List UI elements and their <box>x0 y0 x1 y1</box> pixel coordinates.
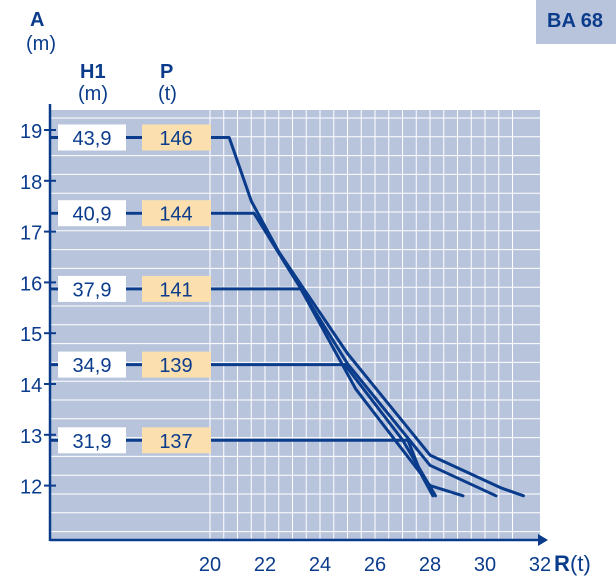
y-tick-label: 16 <box>20 273 42 295</box>
p-box <box>142 275 211 302</box>
x-tick-label: 20 <box>199 554 221 576</box>
x-tick-label: 26 <box>364 554 386 576</box>
grid-lines <box>50 110 540 540</box>
load-curve-3 <box>299 287 465 498</box>
x-tick-label: 24 <box>309 554 331 576</box>
model-badge-text: BA 68 <box>547 10 603 32</box>
r-axis-unit: (t) <box>570 551 591 576</box>
x-tick-label: 30 <box>474 554 496 576</box>
r-axis-letter: R <box>554 551 570 576</box>
y-tick-label: 13 <box>20 426 42 448</box>
h1-box <box>58 124 126 151</box>
y-tick-label: 15 <box>20 324 42 346</box>
p-box <box>142 351 211 378</box>
y-tick-label: 17 <box>20 223 42 245</box>
h1-box <box>58 351 126 378</box>
x-tick-label: 28 <box>419 554 441 576</box>
p-header-unit: (t) <box>158 83 177 105</box>
y-tick-label: 12 <box>20 477 42 499</box>
model-badge <box>536 0 616 44</box>
p-box <box>142 200 211 227</box>
y-tick-labels: 12 13 14 15 16 17 18 19 <box>20 121 42 499</box>
y-tick-label: 14 <box>20 375 42 397</box>
p-value: 146 <box>159 128 192 150</box>
x-tick-label: 32 <box>529 554 551 576</box>
load-curve-1 <box>227 136 525 498</box>
h1-value: 37,9 <box>73 279 112 301</box>
a-axis-unit: (m) <box>26 33 56 55</box>
x-tick-labels: 20 22 24 26 28 30 32 <box>199 554 551 576</box>
h1-value: 34,9 <box>73 355 112 377</box>
curves-layer <box>227 136 525 498</box>
h1-value: 40,9 <box>73 204 112 226</box>
p-box <box>142 427 211 454</box>
h1-value: 43,9 <box>73 128 112 150</box>
x-tick-label: 22 <box>254 554 276 576</box>
y-tick-label: 19 <box>20 121 42 143</box>
load-curve-2 <box>252 211 498 498</box>
a-axis-letter: A <box>30 9 44 31</box>
rows-layer: 43,9 146 40,9 144 37,9 141 34,9 139 31,9 137 <box>50 124 408 454</box>
load-curve-4 <box>343 363 437 498</box>
p-value: 137 <box>159 431 192 453</box>
h1-box <box>58 200 126 227</box>
x-axis-arrow <box>538 534 548 546</box>
p-box <box>142 124 211 151</box>
h1-box <box>58 275 126 302</box>
p-header-letter: P <box>160 61 173 83</box>
load-curve-5 <box>406 438 435 498</box>
h1-value: 31,9 <box>73 431 112 453</box>
p-value: 141 <box>159 279 192 301</box>
p-value: 139 <box>159 355 192 377</box>
p-value: 144 <box>159 204 192 226</box>
y-tick-label: 18 <box>20 172 42 194</box>
h1-box <box>58 427 126 454</box>
h1-header-unit: (m) <box>78 83 108 105</box>
h1-header-letter: H1 <box>80 61 106 83</box>
